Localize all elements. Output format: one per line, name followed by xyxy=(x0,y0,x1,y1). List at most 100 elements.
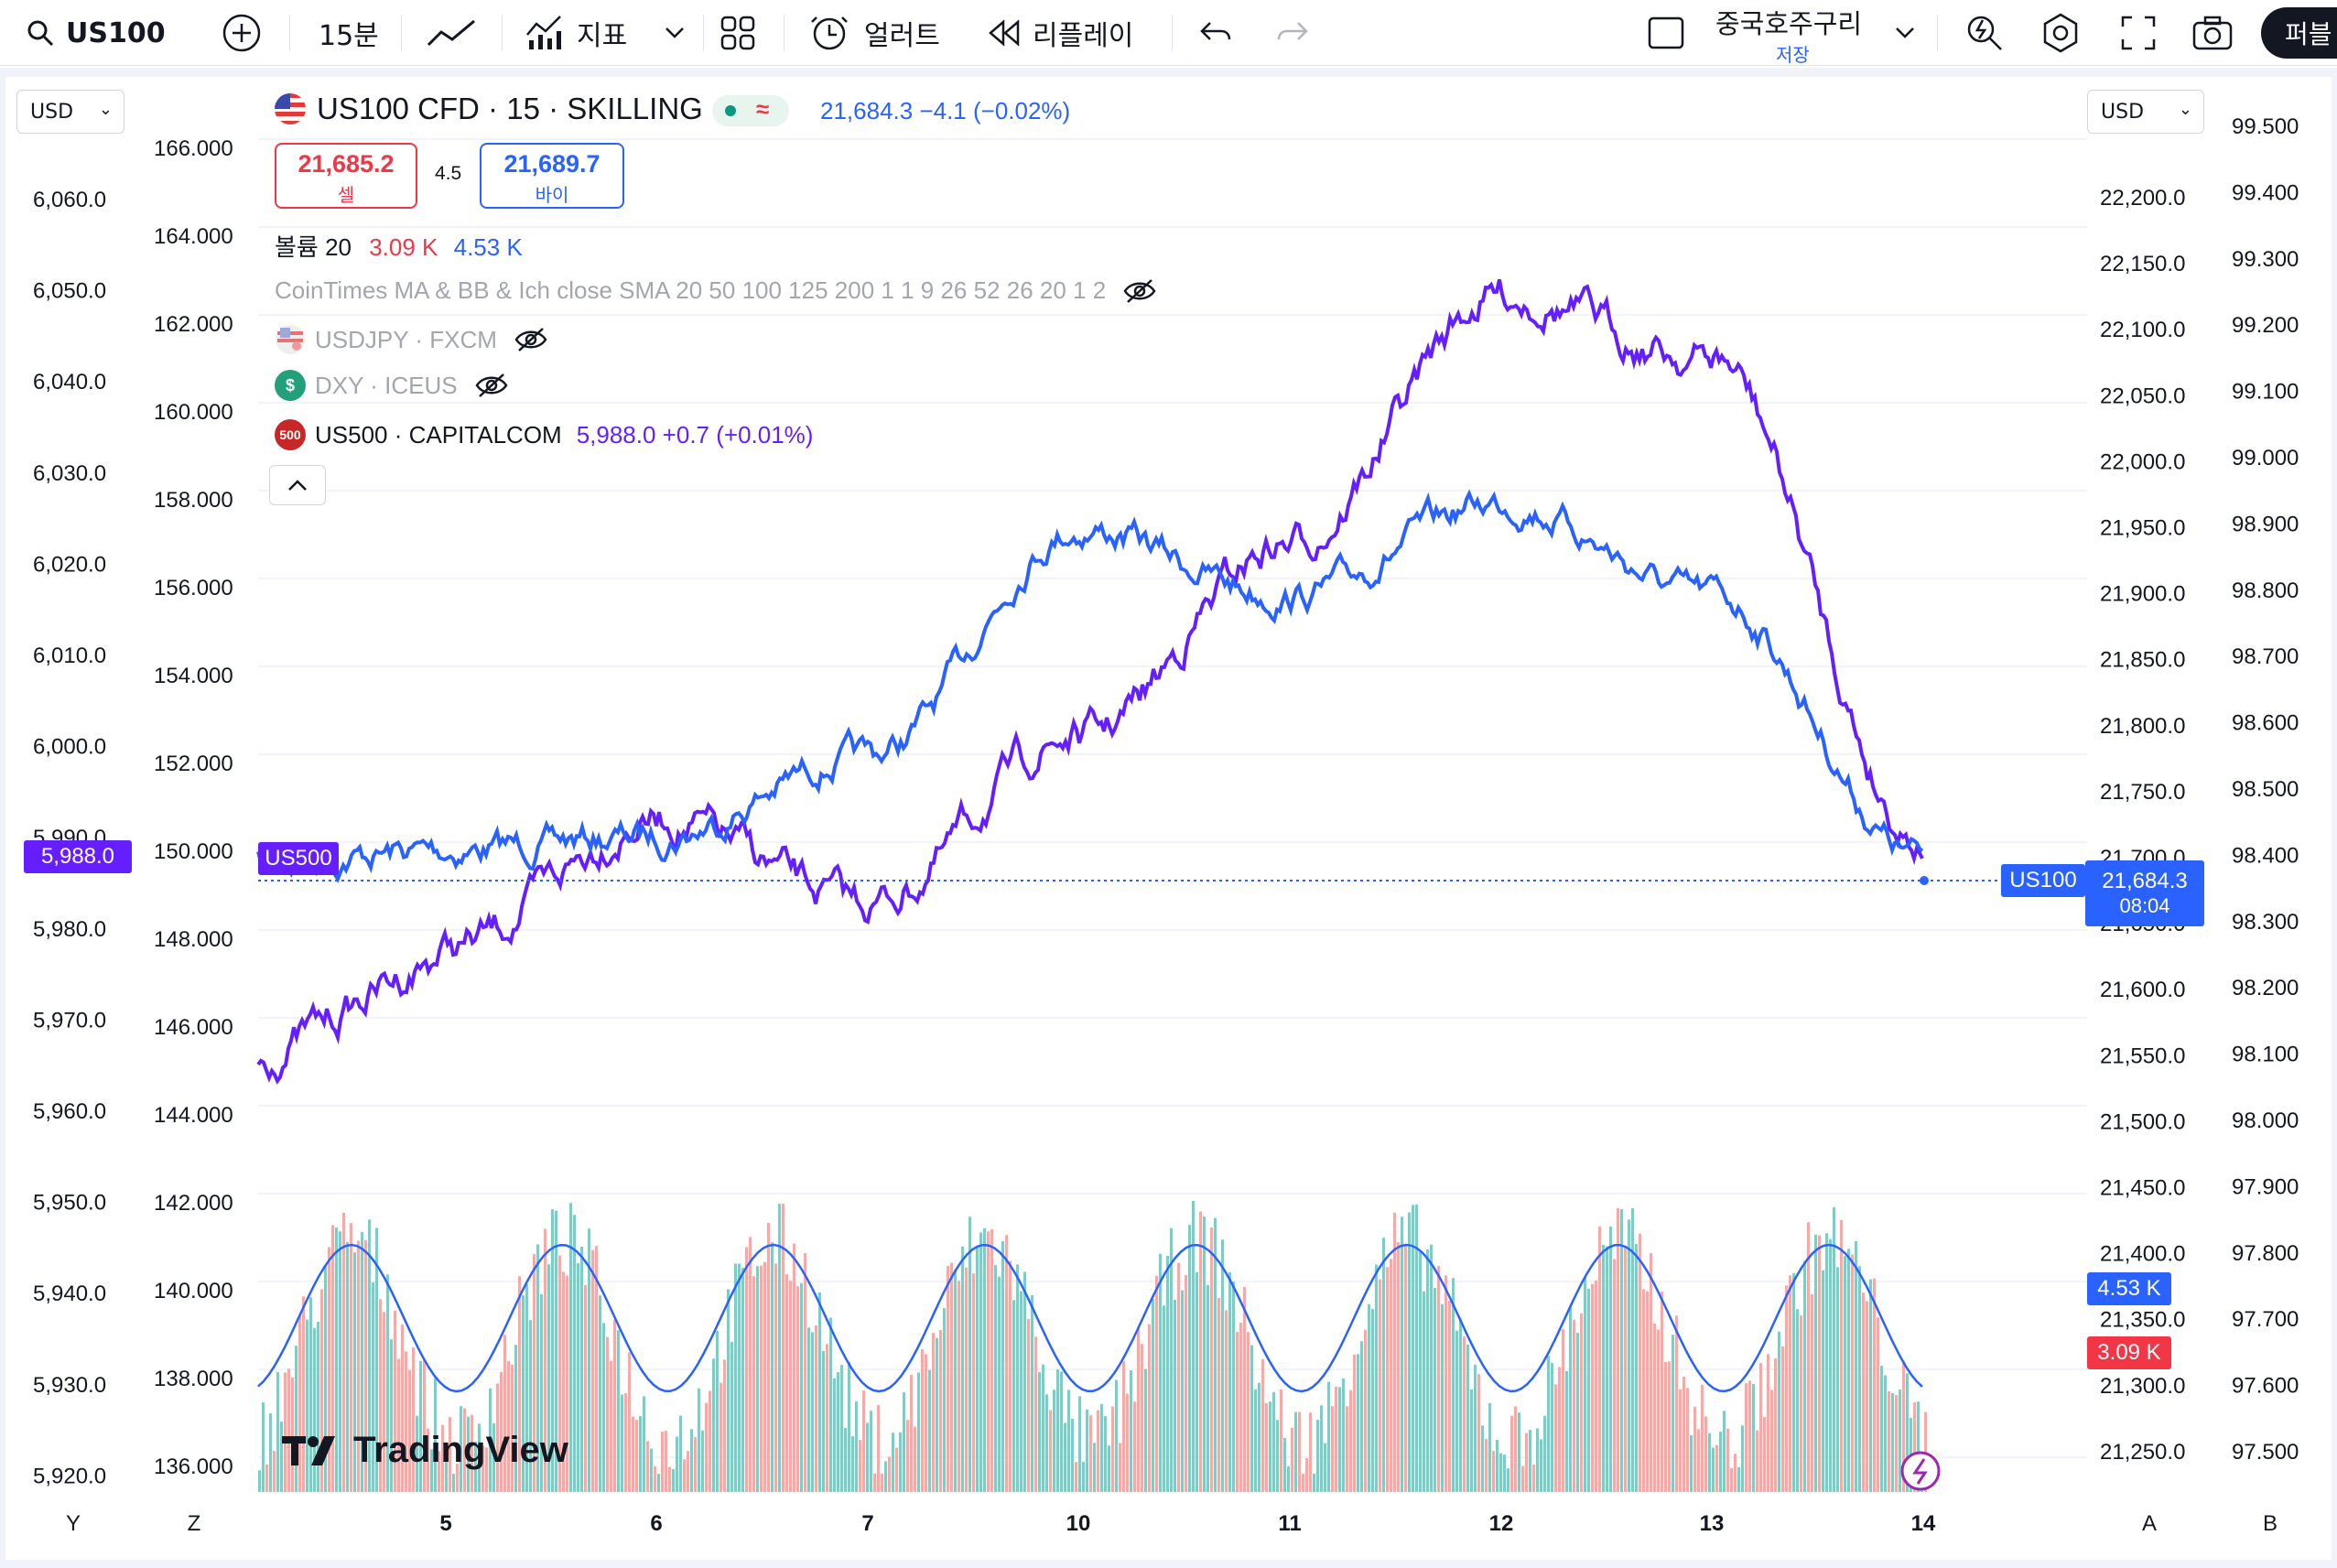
volume-bar xyxy=(588,1228,590,1492)
volume-bar xyxy=(979,1232,982,1492)
usdjpy-tick-label: 142.000 xyxy=(154,1191,233,1216)
volume-bar xyxy=(1221,1239,1224,1492)
volume-bar xyxy=(1525,1433,1528,1492)
dxy-tick-label: 98.200 xyxy=(2232,976,2299,1000)
volume-bar xyxy=(1170,1227,1173,1492)
volume-bar xyxy=(302,1296,305,1492)
volume-bar xyxy=(1811,1293,1813,1492)
right-price-scales[interactable]: 22,200.0 22,150.0 22,100.0 22,050.0 22,000.0… xyxy=(2100,114,2299,1465)
right-unit-selector[interactable]: USD ⌄ xyxy=(2087,90,2204,134)
left-unit-selector[interactable]: USD ⌄ xyxy=(16,90,124,134)
hidden-eye-icon[interactable] xyxy=(1122,278,1157,304)
market-status-symbol: ≈ xyxy=(756,95,770,123)
sell-button[interactable]: 21,685.2 셀 xyxy=(275,143,417,209)
us100-tick-label: 22,150.0 xyxy=(2100,252,2185,276)
undo-button[interactable] xyxy=(1199,0,1232,66)
hidden-eye-icon[interactable] xyxy=(514,327,548,352)
us500-tick-label: 5,950.0 xyxy=(33,1191,106,1216)
volume-bar xyxy=(661,1432,664,1492)
overlay-legend-us500[interactable]: 500 US500 · CAPITALCOM 5,988.0 +0.7 (+0.… xyxy=(275,419,813,450)
volume-bar xyxy=(1580,1313,1583,1492)
volume-bar xyxy=(577,1263,579,1492)
volume-bar xyxy=(925,1354,927,1492)
volume-bar xyxy=(903,1392,905,1492)
volume-bar xyxy=(1141,1344,1143,1492)
quick-search-button[interactable] xyxy=(1964,0,2005,66)
volume-bar xyxy=(1485,1438,1488,1492)
dxy-tick-label: 97.900 xyxy=(2232,1174,2299,1199)
volume-bar xyxy=(1884,1375,1887,1492)
volume-bar xyxy=(752,1276,755,1492)
toolbar-divider xyxy=(1172,15,1173,51)
layout-checkbox[interactable] xyxy=(1648,0,1684,66)
layout-name[interactable]: 중국호주구리 xyxy=(1715,8,1863,39)
us500-tick-label: 6,060.0 xyxy=(33,188,106,212)
volume-bar xyxy=(375,1227,378,1492)
volume-bar xyxy=(357,1240,360,1492)
volume-bar xyxy=(1331,1406,1334,1492)
volume-bar xyxy=(818,1292,821,1492)
volume-bar xyxy=(1536,1428,1539,1492)
volume-bar xyxy=(1441,1303,1444,1492)
market-status-badge[interactable]: ≈ xyxy=(712,95,789,126)
time-tick-label: 7 xyxy=(861,1511,873,1536)
chart-type-button[interactable] xyxy=(427,0,476,66)
symbol-search-button[interactable]: US100 xyxy=(26,0,166,66)
volume-bar xyxy=(950,1262,953,1492)
volume-bar xyxy=(342,1212,345,1492)
volume-bar xyxy=(1415,1204,1418,1492)
publish-button[interactable]: 퍼블 xyxy=(2261,7,2337,59)
layout-dropdown[interactable] xyxy=(1895,0,1915,66)
volume-bar xyxy=(1569,1306,1572,1492)
lightning-icon xyxy=(1912,1458,1928,1485)
volume-bar xyxy=(379,1299,382,1492)
volume-legend[interactable]: 볼륨 20 3.09 K 4.53 K xyxy=(275,229,523,263)
volume-bar xyxy=(1133,1401,1136,1492)
alert-button[interactable]: 얼러트 xyxy=(809,0,940,66)
buy-button[interactable]: 21,689.7 바이 xyxy=(480,143,624,209)
indicators-dropdown[interactable] xyxy=(665,0,685,66)
dxy-tick-label: 98.900 xyxy=(2232,512,2299,536)
volume-bar xyxy=(1562,1328,1564,1492)
volume-bar xyxy=(837,1372,839,1492)
overlay-legend-usdjpy[interactable]: USDJPY · FXCM xyxy=(275,324,548,355)
indicators-button[interactable]: 지표 xyxy=(525,0,627,66)
volume-bar xyxy=(416,1415,418,1492)
compare-button[interactable] xyxy=(222,0,262,66)
flash-badge[interactable] xyxy=(1900,1451,1941,1491)
search-icon xyxy=(27,20,54,47)
indicator-legend-cointimes[interactable]: CoinTimes MA & BB & Ich close SMA 20 50 … xyxy=(275,276,1157,305)
volume-bar xyxy=(1104,1416,1107,1492)
volume-bar xyxy=(679,1415,682,1492)
redo-button[interactable] xyxy=(1276,0,1309,66)
left-price-scales[interactable]: 6,060.0 6,050.0 6,040.0 6,030.0 6,020.0 6,010… xyxy=(33,136,233,1488)
fullscreen-button[interactable] xyxy=(2120,0,2157,66)
us500-tick-label: 5,970.0 xyxy=(33,1008,106,1033)
volume-bar xyxy=(339,1231,341,1492)
volume-bar xyxy=(723,1359,726,1492)
volume-bar xyxy=(990,1228,993,1492)
volume-bar xyxy=(1313,1474,1315,1492)
volume-bar xyxy=(1196,1271,1198,1492)
volume-bar xyxy=(987,1231,990,1492)
replay-button[interactable]: 리플레이 xyxy=(987,0,1133,66)
time-tick-label: 13 xyxy=(1700,1511,1725,1536)
us100-tick-label: 21,950.0 xyxy=(2100,516,2185,541)
volume-bar xyxy=(1053,1390,1055,1492)
collapse-legend-button[interactable] xyxy=(269,465,326,505)
volume-bar xyxy=(613,1319,616,1492)
hidden-eye-icon[interactable] xyxy=(474,373,509,398)
main-series-title[interactable]: US100 CFD · 15 · SKILLING xyxy=(275,92,703,126)
interval-button[interactable]: 15분 xyxy=(319,20,379,52)
volume-bar xyxy=(698,1388,700,1492)
overlay-legend-dxy[interactable]: $ DXY · ICEUS xyxy=(275,370,509,401)
snapshot-button[interactable] xyxy=(2191,0,2234,66)
templates-button[interactable] xyxy=(719,0,756,66)
time-axis[interactable]: 5 6 7 10 11 12 13 14 Y Z A B xyxy=(66,1511,2277,1536)
volume-bar xyxy=(503,1335,506,1492)
tradingview-logo[interactable]: TradingView xyxy=(280,1430,568,1471)
settings-button[interactable] xyxy=(2039,0,2082,66)
volume-bar xyxy=(500,1371,503,1492)
volume-bar xyxy=(1324,1443,1326,1492)
